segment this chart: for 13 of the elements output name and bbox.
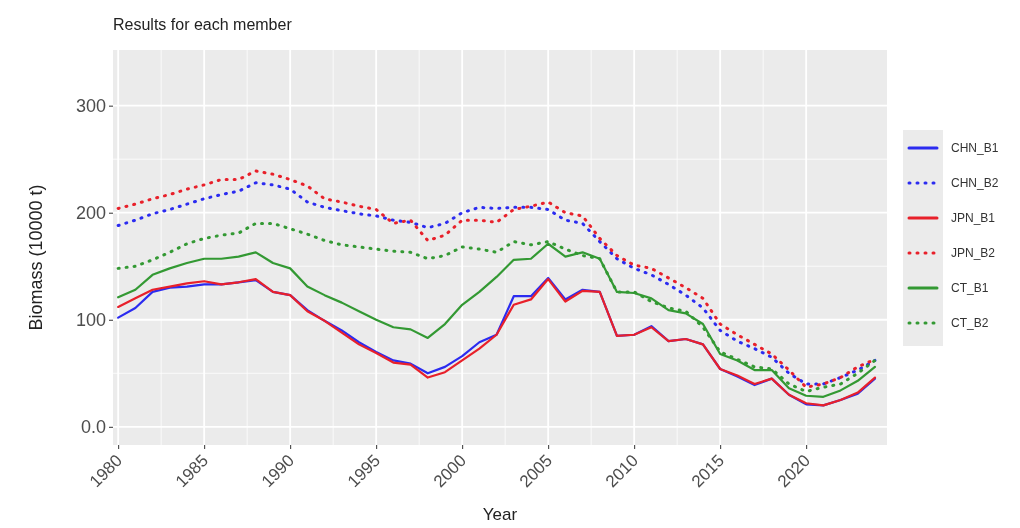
x-axis-title: Year	[482, 505, 518, 524]
legend-label: JPN_B2	[951, 246, 996, 260]
y-tick-label: 200	[75, 202, 106, 223]
legend-label: JPN_B1	[951, 211, 996, 225]
y-tick-label: 100	[75, 310, 106, 331]
y-tick-label: 0.0	[80, 417, 106, 438]
legend-label: CHN_B2	[951, 176, 999, 190]
y-axis-title: Biomass (10000 t)	[26, 184, 46, 331]
legend-label: CHN_B1	[951, 141, 999, 155]
y-tick-label: 300	[75, 95, 106, 116]
legend-label: CT_B2	[951, 316, 989, 330]
chart-title: Results for each member	[113, 16, 293, 33]
legend-label: CT_B1	[951, 281, 989, 295]
